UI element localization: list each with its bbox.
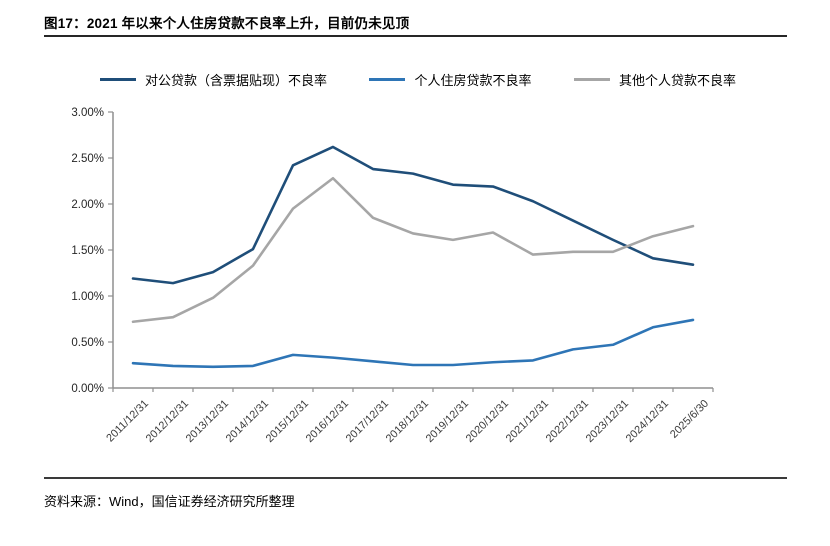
series-line-2 bbox=[131, 176, 695, 324]
legend-item-other-personal-loans: 其他个人贷款不良率 bbox=[573, 70, 736, 89]
legend-label: 个人住房贷款不良率 bbox=[414, 73, 532, 88]
series-line-0 bbox=[131, 145, 695, 285]
y-tick-label: 1.50% bbox=[71, 245, 104, 257]
x-tick-label: 2025/6/30 bbox=[668, 398, 711, 441]
figure-title: 图17：2021 年以来个人住房贷款不良率上升，目前仍未见顶 bbox=[44, 16, 410, 31]
legend-item-housing-loans: 个人住房贷款不良率 bbox=[369, 70, 532, 89]
y-tick-label: 0.50% bbox=[71, 337, 104, 349]
legend-label: 其他个人贷款不良率 bbox=[618, 73, 736, 88]
legend-line-swatch-other bbox=[573, 78, 610, 81]
y-tick-label: 2.50% bbox=[71, 153, 104, 165]
legend-line-swatch-corporate bbox=[100, 78, 136, 81]
y-tick-label: 3.00% bbox=[71, 107, 104, 119]
y-tick-label: 2.00% bbox=[71, 199, 104, 211]
title-divider bbox=[44, 35, 787, 37]
chart-legend: 对公贷款（含票据贴现）不良率 个人住房贷款不良率 其他个人贷款不良率 bbox=[100, 70, 736, 89]
legend-item-corporate-loans: 对公贷款（含票据贴现）不良率 bbox=[100, 70, 327, 89]
x-tick-label: 2024/12/31 bbox=[624, 398, 671, 445]
y-tick-label: 1.00% bbox=[71, 291, 104, 303]
legend-label: 对公贷款（含票据贴现）不良率 bbox=[145, 73, 328, 88]
data-source-note: 资料来源：Wind，国信证券经济研究所整理 bbox=[44, 494, 295, 509]
series-line-1 bbox=[131, 318, 695, 369]
y-tick-label: 0.00% bbox=[71, 383, 104, 395]
legend-line-swatch-housing bbox=[369, 78, 406, 81]
footer-divider bbox=[44, 477, 787, 479]
